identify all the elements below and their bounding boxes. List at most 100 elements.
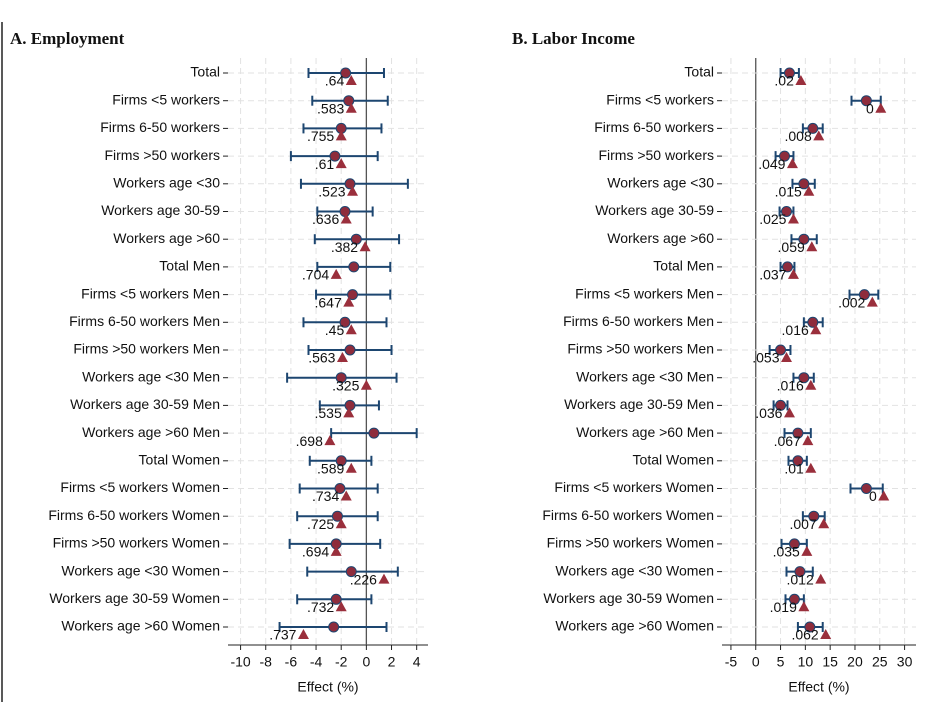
- estimate-dot: [804, 621, 816, 633]
- p-value-label: .067: [774, 433, 801, 449]
- estimate-dot: [330, 593, 342, 605]
- comparison-triangle: [330, 545, 342, 556]
- p-value-label: 0: [869, 488, 877, 504]
- y-tick-label: Workers age 30-59: [101, 202, 220, 218]
- comparison-triangle: [340, 490, 352, 501]
- p-value-label: .059: [778, 239, 805, 255]
- p-value-label: .698: [296, 433, 323, 449]
- estimate-dot: [792, 427, 804, 439]
- estimate-dot: [329, 150, 341, 162]
- panel-title: A. Employment: [10, 29, 125, 48]
- p-value-label: .035: [773, 544, 800, 560]
- y-tick-label: Firms >50 workers Men: [567, 341, 714, 357]
- p-value-label: .732: [307, 599, 334, 615]
- y-tick-label: Firms >50 workers Men: [73, 341, 220, 357]
- y-tick-label: Total Men: [159, 258, 220, 274]
- p-value-label: .755: [307, 128, 334, 144]
- p-value-label: .64: [325, 73, 345, 89]
- comparison-triangle: [820, 629, 832, 639]
- x-tick-label: -10: [230, 654, 250, 670]
- comparison-triangle: [805, 462, 817, 473]
- y-tick-label: Firms 6-50 workers: [594, 119, 714, 135]
- y-tick-label: Firms 6-50 workers Men: [69, 313, 220, 329]
- x-axis-label: Effect (%): [297, 679, 358, 695]
- y-tick-label: Firms <5 workers Men: [575, 285, 714, 301]
- comparison-triangle: [805, 379, 817, 390]
- estimate-dot: [344, 399, 356, 411]
- estimate-dot: [334, 483, 346, 494]
- comparison-triangle: [795, 75, 807, 85]
- p-value-label: .694: [302, 544, 329, 560]
- x-tick-label: 2: [388, 654, 396, 670]
- y-tick-label: Workers age <30 Women: [61, 562, 220, 578]
- y-tick-label: Total: [190, 64, 220, 80]
- x-tick-label: 20: [847, 654, 863, 670]
- estimate-dot: [345, 566, 357, 578]
- comparison-triangle: [343, 296, 355, 307]
- x-tick-label: -8: [260, 654, 273, 670]
- comparison-triangle: [810, 324, 822, 335]
- p-value-label: .523: [318, 184, 345, 200]
- p-value-label: .226: [350, 571, 377, 587]
- y-tick-label: Workers age >60 Women: [555, 618, 714, 634]
- p-value-label: .636: [312, 211, 339, 227]
- estimate-dot: [781, 261, 793, 273]
- y-tick-label: Total Women: [139, 452, 220, 468]
- comparison-triangle: [335, 130, 347, 141]
- estimate-dot: [348, 261, 360, 273]
- y-tick-label: Workers age >60 Women: [61, 618, 220, 634]
- y-tick-label: Workers age >60 Men: [576, 424, 714, 440]
- p-value-label: .382: [331, 239, 358, 255]
- p-value-label: .007: [789, 516, 816, 532]
- x-tick-label: -2: [335, 654, 348, 670]
- y-tick-label: Total Women: [633, 452, 714, 468]
- estimate-dot: [775, 399, 787, 411]
- p-value-label: .583: [317, 100, 344, 116]
- estimate-dot: [860, 483, 872, 494]
- comparison-triangle: [378, 573, 390, 584]
- p-value-label: .02: [774, 73, 794, 89]
- x-tick-label: 15: [822, 654, 838, 670]
- estimate-dot: [858, 289, 870, 301]
- y-tick-label: Firms 6-50 workers: [100, 119, 220, 135]
- y-tick-label: Firms <5 workers Women: [60, 479, 220, 495]
- estimate-dot: [794, 566, 806, 578]
- p-value-label: .016: [777, 377, 804, 393]
- estimate-dot: [808, 510, 820, 522]
- comparison-triangle: [345, 324, 357, 335]
- comparison-triangle: [787, 268, 799, 279]
- comparison-triangle: [345, 75, 357, 85]
- y-tick-label: Total: [684, 64, 714, 80]
- comparison-triangle: [802, 435, 814, 446]
- estimate-dot: [798, 233, 810, 245]
- p-value-label: .563: [308, 350, 335, 366]
- p-value-label: .008: [785, 128, 812, 144]
- comparison-triangle: [786, 158, 798, 169]
- estimate-dot: [335, 372, 347, 384]
- y-tick-label: Workers age 30-59: [595, 202, 714, 218]
- comparison-triangle: [783, 407, 795, 418]
- p-value-label: .002: [838, 294, 865, 310]
- x-tick-label: 0: [752, 654, 760, 670]
- estimate-dot: [340, 67, 352, 79]
- p-value-label: .015: [775, 184, 802, 200]
- panel-title: B. Labor Income: [512, 29, 635, 48]
- estimate-dot: [775, 344, 787, 356]
- p-value-label: .049: [758, 156, 785, 172]
- comparison-triangle: [818, 518, 830, 529]
- y-tick-label: Firms 6-50 workers Men: [563, 313, 714, 329]
- comparison-triangle: [875, 102, 887, 113]
- p-value-label: .062: [791, 627, 818, 643]
- y-tick-label: Firms 6-50 workers Women: [48, 507, 220, 523]
- comparison-triangle: [806, 241, 818, 252]
- y-tick-label: Firms >50 workers Women: [547, 535, 714, 551]
- p-value-label: .036: [755, 405, 782, 421]
- estimate-dot: [798, 178, 810, 190]
- estimate-dot: [339, 316, 351, 328]
- comparison-triangle: [336, 352, 348, 362]
- estimate-dot: [860, 95, 872, 107]
- p-value-label: .019: [770, 599, 797, 615]
- comparison-triangle: [787, 213, 799, 224]
- y-tick-label: Workers age 30-59 Men: [564, 396, 714, 412]
- comparison-triangle: [335, 601, 347, 612]
